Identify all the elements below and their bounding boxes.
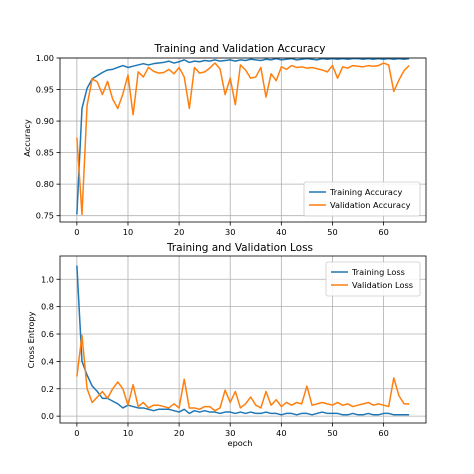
accuracy-x-tick-label: 40	[276, 227, 286, 237]
accuracy-legend-box	[303, 181, 421, 217]
loss-y-axis-label: Cross Entropy	[26, 311, 36, 368]
loss-chart: Training and Validation Loss Cross Entro…	[26, 242, 427, 448]
loss-y-tick-label: 1.0	[41, 274, 54, 284]
loss-y-tick-label: 0.0	[41, 411, 54, 421]
loss-x-tick-label: 0	[74, 428, 79, 438]
accuracy-y-axis-label: Accuracy	[22, 119, 32, 157]
accuracy-y-tick-label: 0.95	[36, 85, 54, 95]
accuracy-x-tick-label: 50	[327, 227, 337, 237]
accuracy-chart: Training and Validation Accuracy Accurac…	[22, 43, 427, 237]
loss-y-tick-label: 0.6	[41, 329, 54, 339]
accuracy-x-tick-label: 30	[225, 227, 235, 237]
accuracy-x-tick-label: 10	[123, 227, 133, 237]
loss-chart-title: Training and Validation Loss	[166, 242, 313, 254]
loss-x-tick-label: 40	[276, 428, 286, 438]
accuracy-x-tick-label: 0	[74, 227, 79, 237]
loss-legend: Training Loss Validation Loss	[325, 261, 421, 297]
accuracy-plot-frame	[59, 57, 427, 223]
loss-x-axis-label: epoch	[228, 438, 253, 448]
loss-y-tick-label: 0.2	[41, 384, 54, 394]
accuracy-legend-label: Training Accuracy	[329, 187, 402, 197]
accuracy-series-training-line	[76, 57, 410, 215]
loss-y-tick-label: 0.8	[41, 302, 54, 312]
loss-legend-box	[325, 261, 421, 297]
loss-x-tick-label: 50	[327, 428, 337, 438]
loss-plot-frame	[59, 255, 427, 424]
loss-legend-label: Validation Loss	[352, 280, 413, 290]
accuracy-legend: Training Accuracy Validation Accuracy	[303, 181, 421, 217]
accuracy-series-validation-line	[76, 62, 410, 216]
loss-series-validation-line	[76, 334, 410, 412]
accuracy-legend-label: Validation Accuracy	[330, 200, 411, 210]
loss-series-training-line	[76, 265, 410, 416]
loss-x-tick-label: 60	[378, 428, 388, 438]
loss-x-tick-label: 30	[225, 428, 235, 438]
accuracy-x-tick-label: 60	[378, 227, 388, 237]
loss-x-tick-label: 10	[123, 428, 133, 438]
accuracy-y-tick-label: 0.80	[36, 179, 54, 189]
accuracy-chart-title: Training and Validation Accuracy	[154, 43, 326, 55]
accuracy-y-tick-label: 0.75	[36, 211, 54, 221]
accuracy-y-tick-label: 1.00	[36, 53, 54, 63]
accuracy-y-tick-label: 0.85	[36, 148, 54, 158]
accuracy-y-tick-label: 0.90	[36, 116, 54, 126]
loss-y-tick-label: 0.4	[41, 356, 54, 366]
loss-x-tick-label: 20	[174, 428, 184, 438]
loss-legend-label: Training Loss	[351, 267, 405, 277]
accuracy-x-tick-label: 20	[174, 227, 184, 237]
